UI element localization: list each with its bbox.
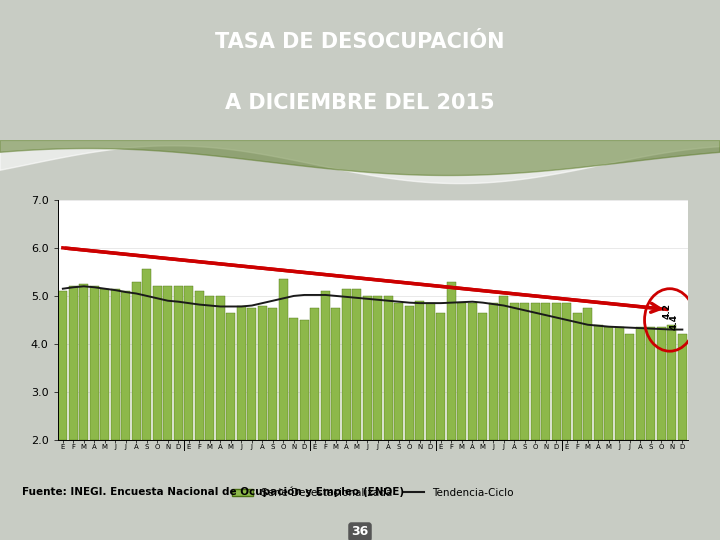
- Bar: [226, 313, 235, 440]
- Bar: [667, 325, 676, 440]
- Bar: [279, 279, 288, 440]
- Bar: [111, 289, 120, 440]
- Text: 36: 36: [351, 525, 369, 538]
- Bar: [195, 291, 204, 440]
- Bar: [604, 327, 613, 440]
- Bar: [300, 320, 309, 440]
- Bar: [436, 313, 445, 440]
- Bar: [426, 303, 435, 440]
- Bar: [79, 284, 89, 440]
- Bar: [583, 308, 593, 440]
- Text: A DICIEMBRE DEL 2015: A DICIEMBRE DEL 2015: [225, 93, 495, 113]
- Bar: [310, 308, 319, 440]
- Bar: [69, 286, 78, 440]
- Bar: [184, 286, 193, 440]
- Bar: [447, 281, 456, 440]
- Bar: [289, 318, 298, 440]
- Bar: [374, 296, 382, 440]
- Text: Fuente: INEGI. Encuesta Nacional de Ocupación y Empleo (ENOE): Fuente: INEGI. Encuesta Nacional de Ocup…: [22, 486, 404, 497]
- Bar: [237, 306, 246, 440]
- Bar: [153, 286, 162, 440]
- Bar: [321, 291, 330, 440]
- Bar: [363, 296, 372, 440]
- Bar: [510, 303, 519, 440]
- Bar: [615, 327, 624, 440]
- Text: TASA DE DESOCUPACIÓN: TASA DE DESOCUPACIÓN: [215, 32, 505, 52]
- Bar: [478, 313, 487, 440]
- Bar: [626, 334, 634, 440]
- Bar: [122, 291, 130, 440]
- Bar: [174, 286, 183, 440]
- Bar: [457, 303, 467, 440]
- Bar: [647, 327, 655, 440]
- Bar: [562, 303, 571, 440]
- Bar: [594, 325, 603, 440]
- Bar: [331, 308, 341, 440]
- Bar: [143, 269, 151, 440]
- Bar: [531, 303, 540, 440]
- Bar: [248, 308, 256, 440]
- Bar: [163, 286, 172, 440]
- Bar: [657, 327, 666, 440]
- Bar: [521, 303, 529, 440]
- Bar: [100, 289, 109, 440]
- Text: 4.2: 4.2: [662, 303, 671, 319]
- Bar: [342, 289, 351, 440]
- Bar: [573, 313, 582, 440]
- Bar: [58, 291, 67, 440]
- Bar: [489, 303, 498, 440]
- Text: 4.4: 4.4: [670, 314, 678, 330]
- Bar: [636, 327, 645, 440]
- Bar: [352, 289, 361, 440]
- Text: (PORCENTAJE DE LA PEA): (PORCENTAJE DE LA PEA): [261, 202, 459, 217]
- Bar: [384, 296, 393, 440]
- Bar: [678, 334, 687, 440]
- Bar: [405, 306, 414, 440]
- Bar: [269, 308, 277, 440]
- Bar: [132, 281, 141, 440]
- Bar: [205, 296, 215, 440]
- Bar: [541, 303, 550, 440]
- Bar: [500, 296, 508, 440]
- Bar: [216, 296, 225, 440]
- Bar: [468, 303, 477, 440]
- Bar: [552, 303, 561, 440]
- Bar: [258, 306, 267, 440]
- Bar: [395, 303, 403, 440]
- Bar: [415, 301, 424, 440]
- Bar: [90, 286, 99, 440]
- Legend: Serie Desestacionalizada, Tendencia-Ciclo: Serie Desestacionalizada, Tendencia-Cicl…: [228, 484, 518, 502]
